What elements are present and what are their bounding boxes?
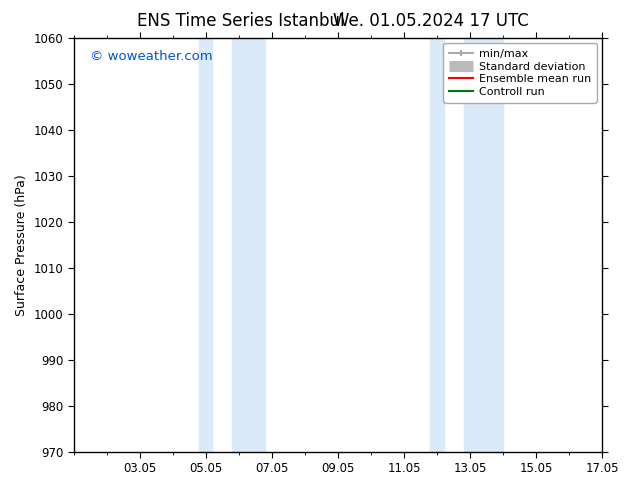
Bar: [199, 38, 212, 452]
Bar: [463, 38, 503, 452]
Legend: min/max, Standard deviation, Ensemble mean run, Controll run: min/max, Standard deviation, Ensemble me…: [443, 43, 597, 103]
Y-axis label: Surface Pressure (hPa): Surface Pressure (hPa): [15, 174, 28, 316]
Bar: [232, 38, 265, 452]
Bar: [430, 38, 444, 452]
Text: ENS Time Series Istanbul: ENS Time Series Istanbul: [137, 12, 345, 30]
Text: We. 01.05.2024 17 UTC: We. 01.05.2024 17 UTC: [333, 12, 529, 30]
Text: © woweather.com: © woweather.com: [89, 50, 212, 63]
